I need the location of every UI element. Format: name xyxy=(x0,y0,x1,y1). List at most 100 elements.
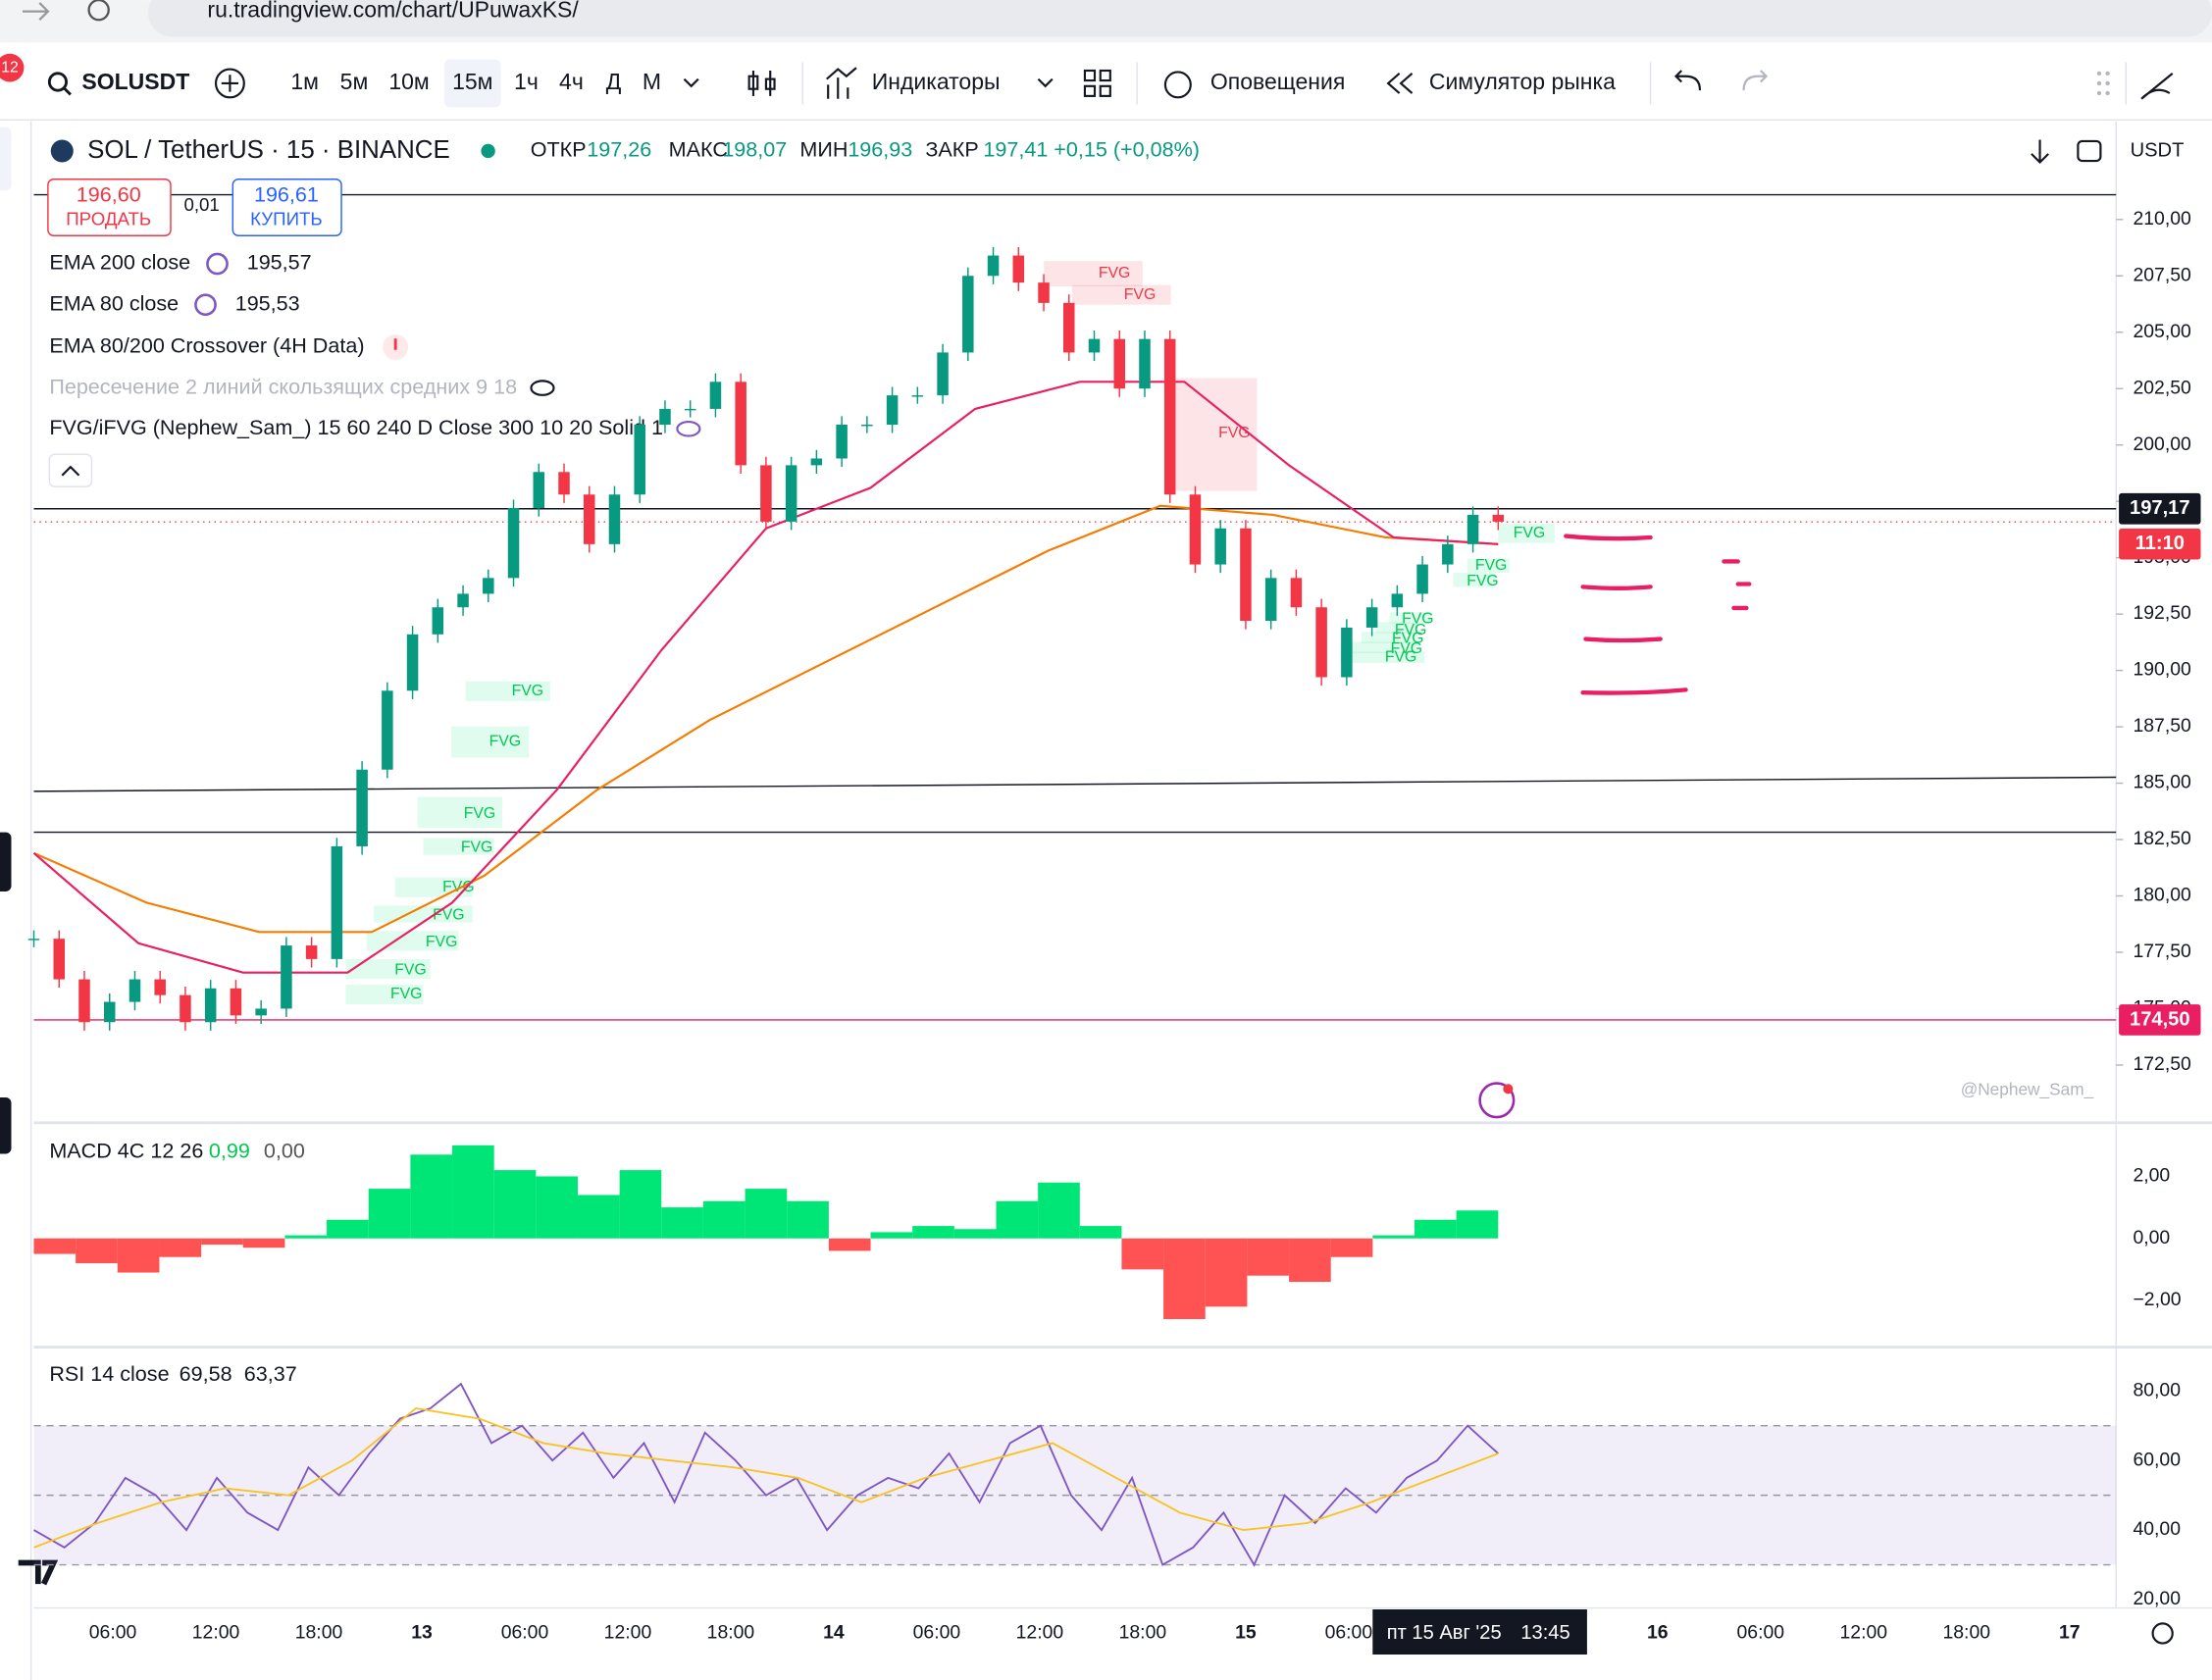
sidebar-tab[interactable] xyxy=(0,1096,12,1154)
crosshair-time-bg xyxy=(1372,1609,1587,1655)
fvg-zone xyxy=(1453,572,1496,587)
candle-body xyxy=(760,465,772,522)
candle-body xyxy=(154,979,166,995)
ohlc-value: 197,41 xyxy=(983,137,1048,162)
interval[interactable]: Д xyxy=(606,69,622,94)
macd-bar xyxy=(828,1238,871,1251)
indicator-name[interactable]: FVG/iFVG (Nephew_Sam_) 15 60 240 D Close… xyxy=(49,415,663,439)
countdown-tag: 11:10 xyxy=(2135,533,2185,554)
interval[interactable]: 10м xyxy=(388,69,429,94)
drawn-trend-line[interactable] xyxy=(33,776,2117,792)
indicator-name[interactable]: EMA 80 close xyxy=(49,290,179,315)
toolbar xyxy=(0,49,2212,121)
candle-body xyxy=(1088,338,1101,353)
indicator-name[interactable]: EMA 200 close xyxy=(49,250,190,275)
macd-bar xyxy=(1289,1238,1331,1283)
symbol-title: SOL / TetherUS · 15 · BINANCE xyxy=(87,136,450,164)
indicators-icon[interactable] xyxy=(826,67,857,99)
y-tick-label: 182,50 xyxy=(2133,828,2191,849)
rsi-tick-label: 40,00 xyxy=(2133,1518,2181,1540)
collapse-legend[interactable] xyxy=(48,453,93,487)
time-axis-settings[interactable] xyxy=(2151,1622,2174,1645)
macd-bar xyxy=(242,1238,285,1248)
macd-bar xyxy=(1121,1238,1164,1270)
candle-body xyxy=(1416,564,1428,594)
y-tick-label: 180,00 xyxy=(2133,885,2191,906)
chart-type-icon[interactable] xyxy=(751,70,772,96)
interval[interactable]: 15м xyxy=(452,69,492,94)
interval-chevron[interactable] xyxy=(683,77,699,88)
sell-button[interactable] xyxy=(47,178,172,236)
redo[interactable] xyxy=(1742,70,1769,91)
macd-bar xyxy=(1247,1238,1290,1276)
replay-badge[interactable] xyxy=(1478,1082,1516,1119)
fvg-label: FVG xyxy=(461,840,492,856)
candle-body xyxy=(432,607,444,635)
fvg-label: FVG xyxy=(1124,286,1156,303)
replay-icon[interactable] xyxy=(1386,73,1414,94)
fvg-label: FVG xyxy=(1385,648,1416,665)
fvg-label: FVG xyxy=(1391,640,1422,657)
candle-body xyxy=(1038,282,1050,303)
templates-chevron[interactable] xyxy=(1037,77,1054,88)
add-symbol[interactable] xyxy=(214,68,245,99)
candle-body xyxy=(356,769,368,846)
candle-body xyxy=(507,508,520,579)
sell-price: 196,60 xyxy=(77,182,141,207)
drawing-tool[interactable] xyxy=(2140,73,2174,100)
indicator-name[interactable]: Пересечение 2 линий скользящих средних 9… xyxy=(49,374,517,398)
reset-scale[interactable] xyxy=(2077,139,2102,163)
sidebar-tab[interactable] xyxy=(0,832,12,891)
rsi-ma-value: 63,37 xyxy=(244,1361,297,1386)
add-symbol-plus xyxy=(221,75,239,92)
candle-body xyxy=(1063,302,1075,353)
watermark: @Nephew_Sam_ xyxy=(1961,1079,2094,1098)
alert-level-tag: 174,50 xyxy=(2130,1008,2190,1030)
fvg-zone xyxy=(1347,641,1418,653)
candle-body xyxy=(634,424,645,495)
rsi-line xyxy=(33,1382,1499,1567)
tv-logo[interactable] xyxy=(18,1559,59,1586)
symbol-logo xyxy=(50,139,74,163)
address-field[interactable] xyxy=(148,0,2212,37)
indicators-button[interactable]: Индикаторы xyxy=(872,69,1001,94)
macd-bar xyxy=(410,1154,453,1239)
candle-body xyxy=(1442,543,1454,565)
currency[interactable]: USDT xyxy=(2131,139,2185,161)
ohlc-value: 198,07 xyxy=(722,137,787,162)
interval[interactable]: 1ч xyxy=(514,69,539,94)
macd-bar xyxy=(1456,1210,1499,1239)
buy-button[interactable] xyxy=(231,178,342,236)
candle-body xyxy=(1240,528,1252,622)
interval[interactable]: М xyxy=(643,69,661,94)
scroll-down[interactable] xyxy=(2031,139,2049,165)
candle-body xyxy=(558,472,570,495)
interval[interactable]: 5м xyxy=(340,69,369,94)
crosshair-date: пт 15 Авг '25 xyxy=(1387,1622,1502,1644)
alerts-icon[interactable] xyxy=(1163,71,1192,99)
search-icon[interactable] xyxy=(47,72,69,92)
interval[interactable]: 4ч xyxy=(559,69,584,94)
layout-icon[interactable] xyxy=(1083,69,1111,97)
alerts-button[interactable]: Оповещения xyxy=(1210,69,1345,94)
macd-bar xyxy=(1079,1226,1122,1239)
indicator-name[interactable]: EMA 80/200 Crossover (4H Data) xyxy=(49,333,364,358)
interval[interactable]: 1м xyxy=(290,69,319,94)
undo[interactable] xyxy=(1673,70,1702,91)
sidebar-tab[interactable] xyxy=(0,127,12,191)
replay-button[interactable]: Симулятор рынка xyxy=(1429,69,1616,94)
url: ru.tradingview.com/chart/UPuwaxKS/ xyxy=(207,0,579,23)
ohlc-label: МАКС xyxy=(669,137,728,162)
reload-icon[interactable] xyxy=(87,0,110,22)
alert-level-tag-bg xyxy=(2119,1004,2201,1036)
x-tick-label: 18:00 xyxy=(1942,1622,1990,1644)
macd-bar xyxy=(1372,1235,1415,1239)
fvg-label: FVG xyxy=(1099,265,1130,281)
forward-icon[interactable] xyxy=(23,2,50,22)
candle-body xyxy=(1189,494,1202,565)
symbol[interactable]: SOLUSDT xyxy=(81,69,189,94)
candle-body xyxy=(305,945,318,959)
notification-badge[interactable] xyxy=(0,53,25,82)
ohlc-value: 197,26 xyxy=(587,137,651,162)
